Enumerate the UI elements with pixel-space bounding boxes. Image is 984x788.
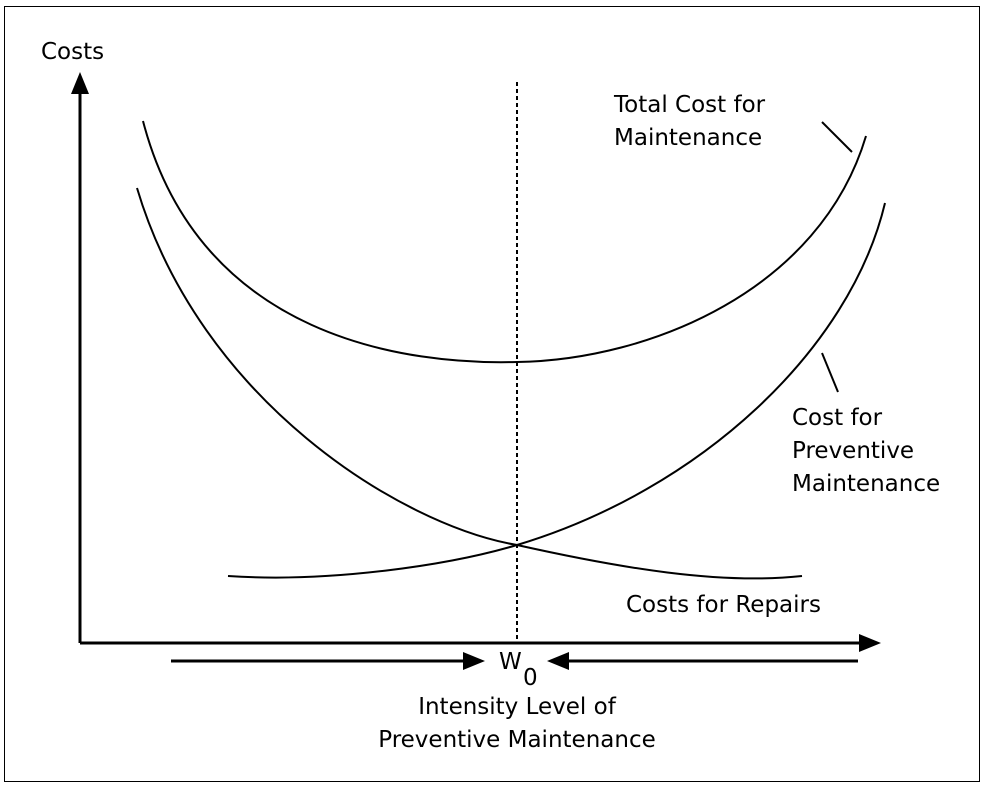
total-cost-label-line-1: Total Cost for — [614, 92, 766, 118]
total-cost-label-line-2: Maintenance — [614, 125, 763, 151]
right-bottom-arrowhead — [547, 652, 569, 670]
x-axis-label-line-1: Intensity Level of — [418, 694, 616, 720]
preventive-cost-curve — [227, 202, 886, 579]
y-axis-arrowhead — [71, 72, 89, 94]
optimum-w-label: W — [499, 649, 522, 675]
left-bottom-arrowhead — [463, 652, 485, 670]
total-cost-curve — [142, 120, 867, 364]
x-axis-label-line-2: Preventive Maintenance — [378, 727, 656, 753]
repairs-cost-label: Costs for Repairs — [626, 592, 821, 618]
optimum-subscript: 0 — [523, 665, 538, 691]
x-axis-label: Intensity Level of Preventive Maintenanc… — [0, 691, 984, 757]
y-axis-label: Costs — [41, 39, 105, 65]
total-cost-leader-line — [821, 121, 853, 153]
diagram-frame — [4, 6, 980, 782]
total-cost-label: Total Cost for Maintenance — [614, 89, 765, 155]
preventive-cost-label-line-1: Cost for — [792, 405, 883, 431]
preventive-cost-label: Cost for Preventive Maintenance — [792, 402, 940, 501]
preventive-cost-label-line-2: Preventive — [792, 438, 915, 464]
x-axis-arrowhead — [859, 634, 881, 652]
preventive-cost-leader-line — [821, 352, 839, 393]
repairs-cost-curve — [136, 187, 803, 580]
preventive-cost-label-line-3: Maintenance — [792, 471, 941, 497]
